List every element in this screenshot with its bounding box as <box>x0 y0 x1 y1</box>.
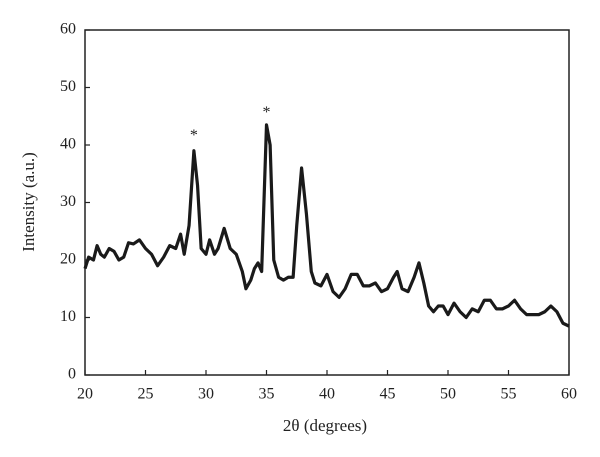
y-tick-label: 0 <box>68 366 76 383</box>
x-tick-label: 55 <box>501 386 517 403</box>
x-tick-label: 35 <box>259 386 275 403</box>
x-tick-label: 20 <box>77 386 93 403</box>
y-tick-label: 20 <box>60 251 76 268</box>
data-line <box>83 123 570 328</box>
peak-annotation: * <box>263 104 271 121</box>
x-tick-label: 60 <box>561 386 577 403</box>
x-tick-label: 40 <box>319 386 335 403</box>
y-tick-label: 60 <box>60 21 76 38</box>
plot-frame <box>84 29 570 376</box>
peak-annotation: * <box>190 127 198 144</box>
x-tick-label: 45 <box>380 386 396 403</box>
x-tick-label: 30 <box>198 386 214 403</box>
y-tick-label: 10 <box>60 308 76 325</box>
y-axis-label: Intensity (a.u.) <box>19 152 38 252</box>
y-tick-label: 40 <box>60 136 76 153</box>
y-tick-label: 50 <box>60 78 76 95</box>
y-tick-label: 30 <box>60 193 76 210</box>
x-tick-label: 25 <box>138 386 154 403</box>
x-tick-label: 50 <box>440 386 456 403</box>
x-axis-label: 2θ (degrees) <box>283 416 367 435</box>
